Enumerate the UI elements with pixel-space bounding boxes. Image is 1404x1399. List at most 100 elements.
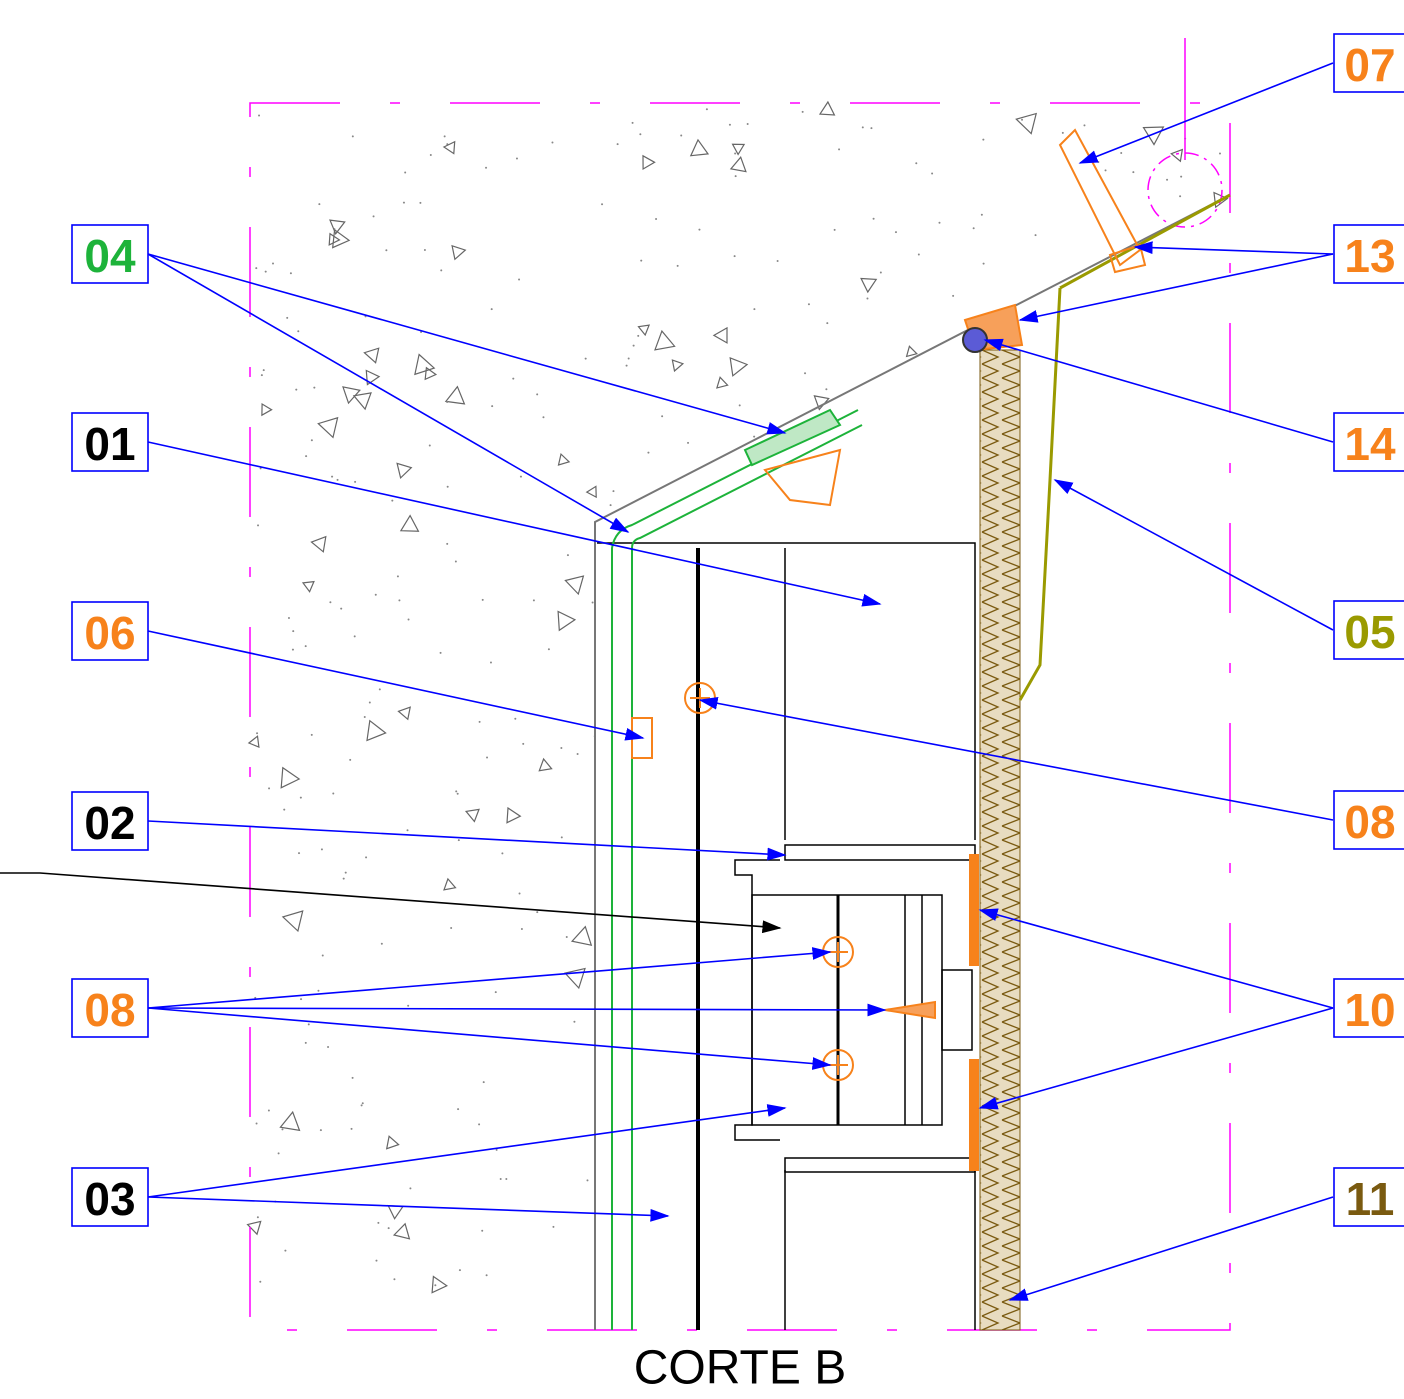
aggregate bbox=[366, 371, 379, 385]
sand-dot bbox=[446, 543, 448, 545]
sand-dot bbox=[808, 303, 810, 305]
aggregate bbox=[507, 808, 520, 823]
sand-dot bbox=[753, 436, 755, 438]
sand-dot bbox=[332, 792, 334, 794]
sand-dot bbox=[440, 269, 442, 271]
sand-dot bbox=[734, 255, 736, 257]
sand-dot bbox=[375, 1260, 377, 1262]
sand-dot bbox=[352, 1077, 354, 1079]
sand-dot bbox=[485, 167, 487, 169]
path-shape bbox=[148, 1108, 785, 1197]
sand-dot bbox=[661, 415, 663, 417]
section-title: CORTE B bbox=[634, 1342, 846, 1395]
sand-dot bbox=[521, 928, 523, 930]
path-shape bbox=[980, 910, 1333, 1008]
aggregate bbox=[733, 144, 745, 154]
sand-dot bbox=[313, 387, 315, 389]
sand-dot bbox=[561, 836, 563, 838]
aggregate bbox=[558, 612, 575, 631]
sand-dot bbox=[501, 852, 503, 854]
path-shape bbox=[148, 821, 785, 855]
sand-dot bbox=[706, 108, 708, 110]
sand-dot bbox=[327, 1046, 329, 1048]
label-text: 10 bbox=[1344, 984, 1395, 1036]
path-shape bbox=[828, 1055, 848, 1075]
boundary bbox=[250, 103, 1230, 1330]
sand-dot bbox=[802, 111, 804, 113]
path-shape bbox=[1135, 247, 1333, 254]
aggregate bbox=[672, 360, 683, 371]
label-text: 05 bbox=[1344, 606, 1395, 658]
sand-dot bbox=[551, 141, 553, 143]
sand-dot bbox=[655, 218, 657, 220]
sand-dot bbox=[632, 122, 634, 124]
sand-dot bbox=[398, 599, 400, 601]
sand-dot bbox=[983, 263, 985, 265]
aggregate bbox=[283, 911, 303, 931]
sand-dot bbox=[290, 272, 292, 274]
sand-dot bbox=[297, 330, 299, 332]
path-shape bbox=[985, 340, 1333, 442]
sand-dot bbox=[938, 222, 940, 224]
path-shape bbox=[148, 254, 628, 532]
sand-dot bbox=[337, 479, 339, 481]
sand-dot bbox=[300, 998, 302, 1000]
sand-dot bbox=[566, 936, 568, 938]
sand-dot bbox=[512, 378, 514, 380]
aggregate bbox=[559, 454, 570, 465]
sand-dot bbox=[647, 452, 649, 454]
sand-dot bbox=[825, 388, 827, 390]
sand-dot bbox=[982, 139, 984, 141]
sand-dot bbox=[739, 404, 741, 406]
sand-dot bbox=[256, 732, 258, 734]
sand-dot bbox=[952, 295, 954, 297]
sand-dot bbox=[257, 524, 259, 526]
sand-dot bbox=[1105, 169, 1107, 171]
aggregate bbox=[432, 1277, 447, 1293]
sand-dot bbox=[753, 308, 755, 310]
aggregate bbox=[387, 1136, 399, 1148]
sand-dot bbox=[455, 790, 457, 792]
sand-dot bbox=[633, 345, 635, 347]
sand-dot bbox=[261, 374, 263, 376]
sand-dot bbox=[573, 1021, 575, 1023]
sand-dot bbox=[870, 127, 872, 129]
sand-dot bbox=[379, 688, 381, 690]
sand-dot bbox=[548, 648, 550, 650]
sand-dot bbox=[1021, 119, 1023, 121]
sand-dot bbox=[626, 365, 628, 367]
sand-dot bbox=[393, 1278, 395, 1280]
sand-dot bbox=[434, 1284, 436, 1286]
aggregate bbox=[643, 156, 655, 169]
sand-dot bbox=[388, 1227, 390, 1229]
aggregate bbox=[565, 969, 585, 988]
sand-dot bbox=[1097, 161, 1099, 163]
sand-dot bbox=[520, 476, 522, 478]
aggregate bbox=[312, 537, 326, 552]
sand-dot bbox=[640, 260, 642, 262]
aggregate bbox=[820, 102, 834, 115]
sand-dot bbox=[895, 231, 897, 233]
aggregate bbox=[907, 346, 917, 356]
sand-dot bbox=[1083, 124, 1085, 126]
sand-dot bbox=[873, 218, 875, 220]
label-text: 03 bbox=[84, 1173, 135, 1225]
sand-dot bbox=[259, 1281, 261, 1283]
sand-dot bbox=[505, 1178, 507, 1180]
sand-dot bbox=[735, 175, 737, 177]
sand-dot bbox=[340, 608, 342, 610]
sand-dot bbox=[542, 416, 544, 418]
sand-dot bbox=[866, 298, 868, 300]
sand-dot bbox=[973, 227, 975, 229]
sand-dot bbox=[295, 389, 297, 391]
path-shape bbox=[597, 543, 975, 1330]
path-shape bbox=[690, 688, 710, 708]
sand-dot bbox=[263, 369, 265, 371]
rect-shape bbox=[970, 1060, 978, 1170]
sand-dot bbox=[284, 1250, 286, 1252]
sand-dot bbox=[486, 757, 488, 759]
aggregate bbox=[401, 516, 419, 532]
path-shape bbox=[148, 254, 785, 433]
sand-dot bbox=[1062, 132, 1064, 134]
sand-dot bbox=[288, 617, 290, 619]
